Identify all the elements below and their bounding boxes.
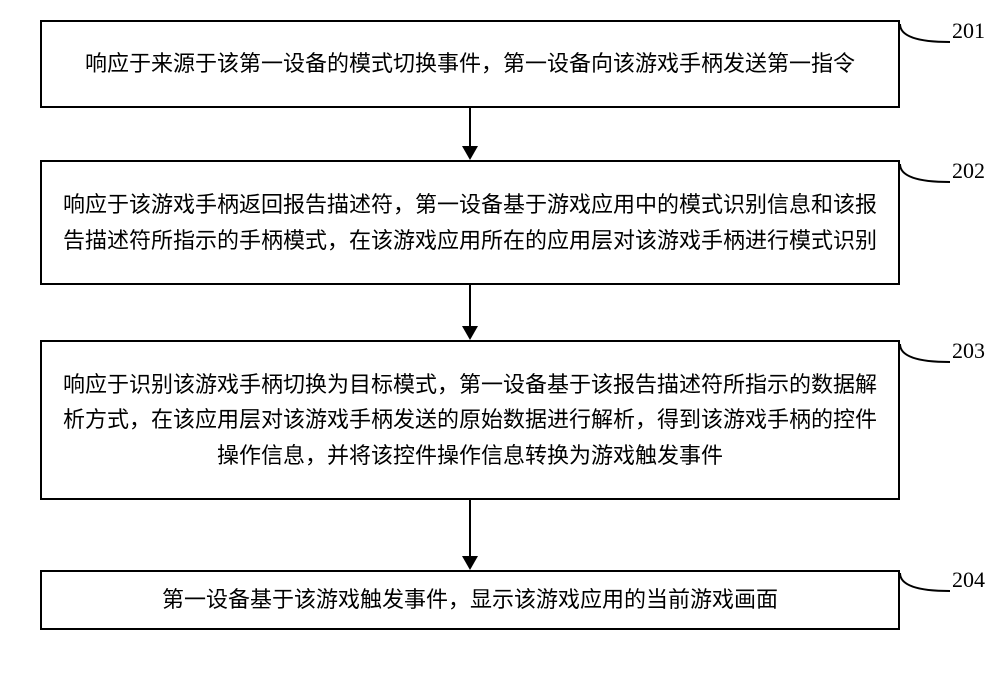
step-2-label: 202 [952, 158, 985, 184]
step-1-label: 201 [952, 18, 985, 44]
step-1-text: 响应于来源于该第一设备的模式切换事件，第一设备向该游戏手柄发送第一指令 [85, 46, 855, 81]
arrow-2-3-head [462, 326, 478, 340]
leader-line-1 [898, 18, 954, 48]
arrow-2-3-line [469, 285, 471, 328]
flowchart-step-3: 响应于识别该游戏手柄切换为目标模式，第一设备基于该报告描述符所指示的数据解析方式… [40, 340, 900, 500]
flowchart-step-4: 第一设备基于该游戏触发事件，显示该游戏应用的当前游戏画面 [40, 570, 900, 630]
leader-line-4 [898, 567, 954, 597]
flowchart-step-1: 响应于来源于该第一设备的模式切换事件，第一设备向该游戏手柄发送第一指令 [40, 20, 900, 108]
flowchart-container: 响应于来源于该第一设备的模式切换事件，第一设备向该游戏手柄发送第一指令 201 … [0, 0, 1000, 695]
step-3-label: 203 [952, 338, 985, 364]
arrow-3-4-line [469, 500, 471, 558]
arrow-1-2-head [462, 146, 478, 160]
flowchart-step-2: 响应于该游戏手柄返回报告描述符，第一设备基于游戏应用中的模式识别信息和该报告描述… [40, 160, 900, 285]
leader-line-3 [898, 338, 954, 368]
arrow-1-2-line [469, 108, 471, 148]
step-3-text: 响应于识别该游戏手柄切换为目标模式，第一设备基于该报告描述符所指示的数据解析方式… [62, 367, 878, 473]
arrow-3-4-head [462, 556, 478, 570]
leader-line-2 [898, 158, 954, 188]
step-4-label: 204 [952, 567, 985, 593]
step-2-text: 响应于该游戏手柄返回报告描述符，第一设备基于游戏应用中的模式识别信息和该报告描述… [62, 187, 878, 257]
step-4-text: 第一设备基于该游戏触发事件，显示该游戏应用的当前游戏画面 [162, 582, 778, 617]
